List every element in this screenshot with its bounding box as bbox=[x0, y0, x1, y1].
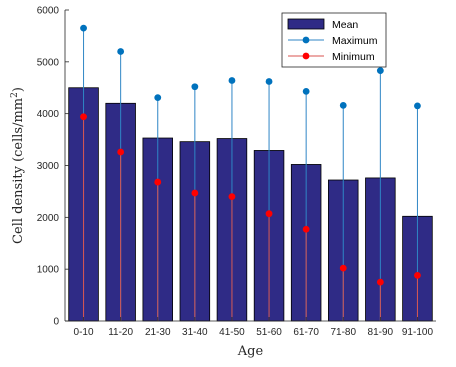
x-tick-label-91-100: 91-100 bbox=[402, 327, 434, 338]
x-tick-label-81-90: 81-90 bbox=[368, 327, 394, 338]
point-min-21-30 bbox=[154, 178, 162, 186]
x-axis-label: Age bbox=[237, 344, 264, 359]
point-max-61-70 bbox=[302, 87, 310, 95]
point-max-31-40 bbox=[191, 83, 199, 91]
point-max-11-20 bbox=[117, 48, 125, 55]
x-tick-label-31-40: 31-40 bbox=[182, 327, 208, 338]
point-max-51-60 bbox=[265, 78, 273, 85]
y-axis-label-close: ) bbox=[11, 87, 26, 92]
x-tick-label-61-70: 61-70 bbox=[293, 327, 319, 338]
point-min-51-60 bbox=[265, 210, 273, 218]
point-min-91-100 bbox=[414, 271, 421, 279]
y-axis-label-superscript: 2 bbox=[10, 92, 20, 98]
point-min-71-80 bbox=[339, 264, 347, 272]
legend-marker-max bbox=[302, 36, 310, 44]
legend-label-minimum: Minimum bbox=[332, 51, 375, 63]
y-axis-label-main: Cell density (cells/mm bbox=[11, 98, 26, 244]
y-tick-label-5000: 5000 bbox=[37, 57, 60, 68]
legend-label-maximum: Maximum bbox=[332, 35, 378, 47]
legend: Mean Maximum Minimum bbox=[281, 12, 387, 68]
point-min-0-10 bbox=[80, 113, 87, 121]
y-tick-label-0: 0 bbox=[53, 317, 59, 328]
y-tick-label-2000: 2000 bbox=[37, 213, 60, 224]
x-tick-label-11-20: 11-20 bbox=[108, 327, 133, 338]
y-tick-label-4000: 4000 bbox=[37, 109, 60, 120]
legend-label-mean: Mean bbox=[332, 19, 358, 31]
point-min-11-20 bbox=[117, 148, 125, 156]
x-tick-label-41-50: 41-50 bbox=[219, 327, 245, 338]
point-max-71-80 bbox=[339, 101, 347, 109]
point-max-21-30 bbox=[154, 94, 162, 101]
y-tick-label-3000: 3000 bbox=[37, 161, 60, 172]
x-tick-label-21-30: 21-30 bbox=[145, 327, 171, 338]
x-ticks-group: 0-10 11-20 21-30 31-40 41-50 51-60 61-70 71-80 8… bbox=[74, 317, 434, 338]
point-min-81-90 bbox=[376, 278, 384, 286]
y-tick-label-6000: 6000 bbox=[37, 6, 60, 17]
y-tick-label-1000: 1000 bbox=[37, 265, 60, 276]
y-ticks-group: 0 1000 2000 3000 4000 5000 6000 bbox=[37, 6, 69, 328]
y-axis-label: Cell density (cells/mm2) bbox=[10, 87, 26, 244]
point-min-31-40 bbox=[191, 189, 199, 197]
x-tick-label-71-80: 71-80 bbox=[330, 327, 356, 338]
point-min-41-50 bbox=[228, 193, 236, 201]
point-max-91-100 bbox=[414, 102, 421, 110]
point-max-41-50 bbox=[228, 77, 236, 84]
point-min-61-70 bbox=[302, 225, 310, 233]
legend-marker-min bbox=[302, 52, 310, 60]
stems-group bbox=[80, 24, 421, 321]
legend-swatch-mean bbox=[287, 18, 325, 30]
point-max-0-10 bbox=[80, 24, 87, 32]
x-tick-label-0-10: 0-10 bbox=[74, 327, 94, 338]
x-tick-label-51-60: 51-60 bbox=[256, 327, 282, 338]
point-max-81-90 bbox=[376, 67, 384, 75]
